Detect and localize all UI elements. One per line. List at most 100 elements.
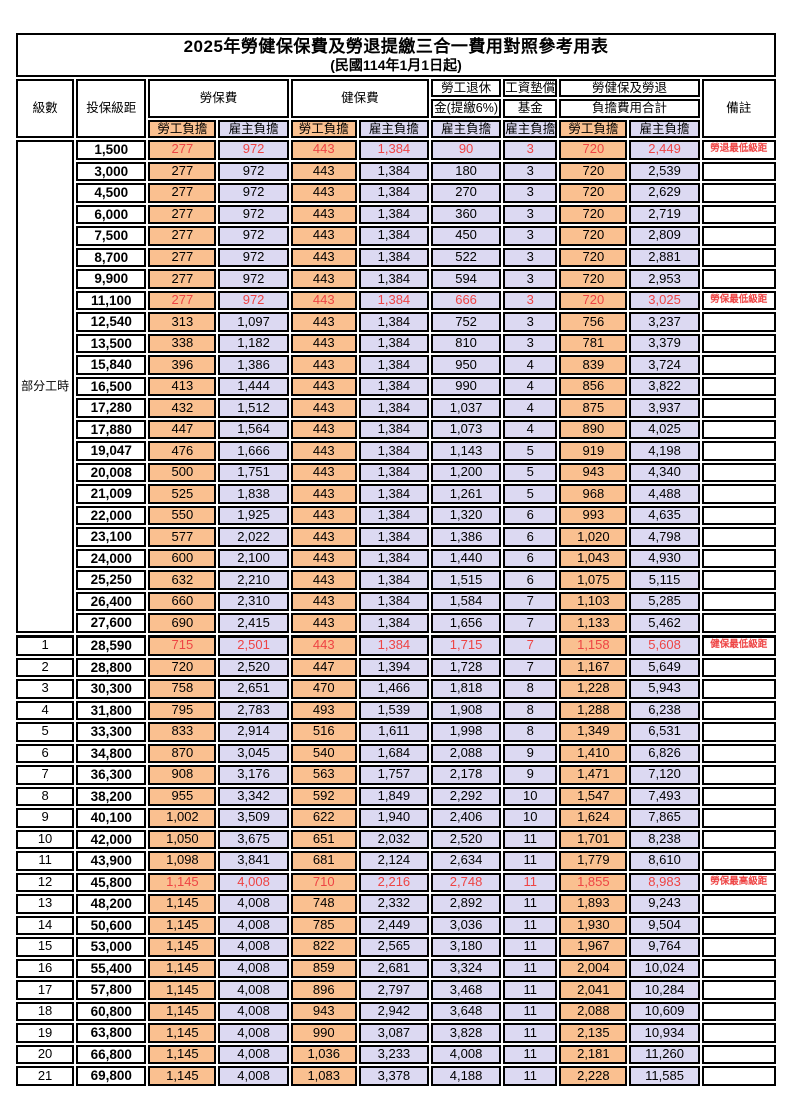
pension-employer-cell: 2,178 (430, 765, 502, 785)
labor-worker-cell: 277 (148, 183, 217, 203)
health-employer-cell: 1,384 (358, 204, 429, 225)
health-employer-cell: 1,384 (358, 613, 429, 633)
health-worker-cell: 563 (290, 765, 357, 785)
pension-employer-cell: 1,320 (430, 505, 502, 526)
bracket-cell: 20,008 (76, 462, 147, 483)
bracket-cell: 25,250 (76, 570, 147, 590)
header-pension-line1: 勞工退休 (430, 79, 502, 98)
bracket-cell: 16,500 (76, 376, 147, 397)
labor-worker-cell: 720 (148, 657, 217, 678)
labor-worker-cell: 1,145 (148, 872, 217, 893)
bracket-cell: 43,900 (76, 851, 147, 871)
wage-fund-cell: 11 (503, 829, 558, 850)
pension-employer-cell: 270 (430, 183, 502, 203)
bracket-cell: 33,300 (76, 722, 147, 742)
total-employer-cell: 5,608 (629, 634, 700, 656)
health-worker-cell: 443 (290, 140, 357, 160)
health-employer-cell: 2,797 (358, 980, 429, 1000)
health-employer-cell: 1,384 (358, 527, 429, 547)
health-employer-cell: 1,384 (358, 634, 429, 656)
health-worker-cell: 622 (290, 808, 357, 828)
remark-cell (701, 441, 776, 461)
labor-worker-cell: 277 (148, 204, 217, 225)
health-employer-cell: 1,384 (358, 462, 429, 483)
health-worker-cell: 540 (290, 743, 357, 764)
pension-employer-cell: 3,828 (430, 1023, 502, 1043)
bracket-cell: 38,200 (76, 786, 147, 807)
total-worker-cell: 1,167 (559, 657, 628, 678)
labor-worker-cell: 1,145 (148, 915, 217, 936)
remark-cell (701, 657, 776, 678)
wage-fund-cell: 6 (503, 505, 558, 526)
wage-fund-cell: 7 (503, 634, 558, 656)
labor-worker-cell: 413 (148, 376, 217, 397)
pension-employer-cell: 360 (430, 204, 502, 225)
labor-employer-cell: 3,342 (218, 786, 289, 807)
table-row: 5 33,300 833 2,914 516 1,611 1,998 8 1,349 6,531 (16, 722, 776, 742)
remark-cell (701, 247, 776, 268)
header-wage-fund-line1: 工資墊償 (503, 79, 558, 98)
pension-employer-cell: 990 (430, 376, 502, 397)
labor-employer-cell: 4,008 (218, 894, 289, 914)
pension-employer-cell: 90 (430, 140, 502, 160)
header-health-fee: 健保費 (290, 79, 429, 118)
health-employer-cell: 2,565 (358, 937, 429, 957)
health-worker-cell: 651 (290, 829, 357, 850)
total-employer-cell: 10,609 (629, 1001, 700, 1022)
labor-employer-cell: 4,008 (218, 1023, 289, 1043)
table-row: 1 28,590 715 2,501 443 1,384 1,715 7 1,158 5,608 健… (16, 634, 776, 656)
health-worker-cell: 592 (290, 786, 357, 807)
bracket-cell: 40,100 (76, 808, 147, 828)
health-worker-cell: 443 (290, 548, 357, 569)
total-worker-cell: 1,779 (559, 851, 628, 871)
remark-cell (701, 937, 776, 957)
labor-worker-cell: 908 (148, 765, 217, 785)
health-employer-cell: 1,384 (358, 226, 429, 246)
remark-cell (701, 808, 776, 828)
remark-cell (701, 398, 776, 418)
wage-fund-cell: 7 (503, 613, 558, 633)
labor-worker-cell: 1,145 (148, 980, 217, 1000)
health-employer-cell: 1,394 (358, 657, 429, 678)
health-worker-cell: 443 (290, 462, 357, 483)
remark-cell (701, 591, 776, 612)
wage-fund-cell: 3 (503, 183, 558, 203)
pension-employer-cell: 1,440 (430, 548, 502, 569)
level-cell: 2 (16, 657, 75, 678)
bracket-cell: 1,500 (76, 140, 147, 160)
labor-employer-cell: 2,210 (218, 570, 289, 590)
table-row: 19 63,800 1,145 4,008 990 3,087 3,828 11 2,135 10… (16, 1023, 776, 1043)
total-employer-cell: 4,798 (629, 527, 700, 547)
wage-fund-cell: 3 (503, 269, 558, 289)
subheader-labor-worker: 勞工負擔 (148, 119, 217, 139)
table-row: 15 53,000 1,145 4,008 822 2,565 3,180 11 1,967 9,… (16, 937, 776, 957)
labor-employer-cell: 1,564 (218, 419, 289, 440)
bracket-cell: 42,000 (76, 829, 147, 850)
total-worker-cell: 720 (559, 269, 628, 289)
total-employer-cell: 5,649 (629, 657, 700, 678)
health-worker-cell: 516 (290, 722, 357, 742)
total-employer-cell: 7,865 (629, 808, 700, 828)
total-employer-cell: 3,025 (629, 290, 700, 311)
table-row: 16,500 413 1,444 443 1,384 990 4 856 3,822 (16, 376, 776, 397)
total-employer-cell: 4,635 (629, 505, 700, 526)
wage-fund-cell: 3 (503, 204, 558, 225)
health-worker-cell: 443 (290, 161, 357, 182)
bracket-cell: 55,400 (76, 958, 147, 979)
level-cell: 17 (16, 980, 75, 1000)
health-worker-cell: 896 (290, 980, 357, 1000)
remark-cell (701, 1044, 776, 1065)
table-row: 4,500 277 972 443 1,384 270 3 720 2,629 (16, 183, 776, 203)
header-pension-line2: 金(提繳6%) (430, 99, 502, 118)
bracket-cell: 45,800 (76, 872, 147, 893)
pension-employer-cell: 2,292 (430, 786, 502, 807)
labor-worker-cell: 500 (148, 462, 217, 483)
labor-employer-cell: 2,100 (218, 548, 289, 569)
health-employer-cell: 3,378 (358, 1066, 429, 1086)
labor-employer-cell: 1,751 (218, 462, 289, 483)
labor-employer-cell: 3,675 (218, 829, 289, 850)
labor-employer-cell: 1,386 (218, 355, 289, 375)
labor-employer-cell: 3,509 (218, 808, 289, 828)
health-worker-cell: 443 (290, 613, 357, 633)
pension-employer-cell: 810 (430, 333, 502, 354)
